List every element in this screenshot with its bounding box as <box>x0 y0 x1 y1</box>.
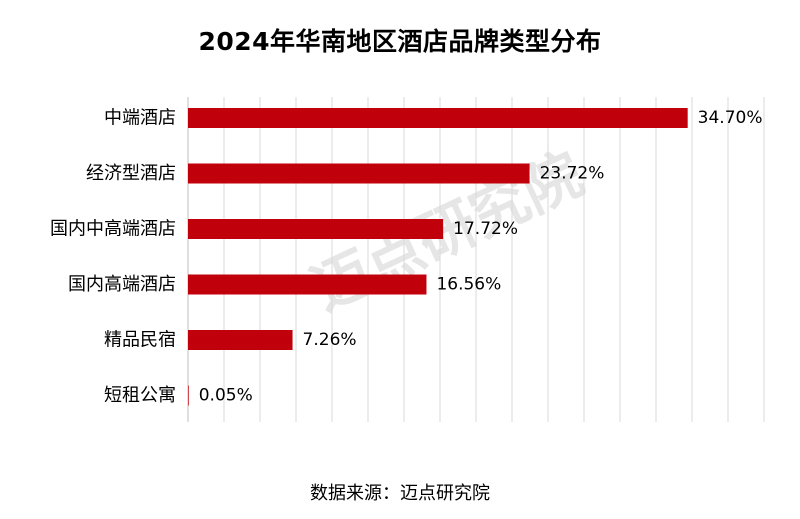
value-label: 7.26% <box>303 330 357 350</box>
bar <box>188 385 189 406</box>
category-label: 精品民宿 <box>104 330 176 351</box>
value-label: 34.70% <box>698 108 763 128</box>
value-label: 23.72% <box>540 164 605 184</box>
category-label: 经济型酒店 <box>86 163 176 184</box>
gridlines <box>187 97 765 422</box>
category-label: 国内高端酒店 <box>68 274 176 295</box>
value-labels: 34.70% 23.72% 17.72% 16.56% 7.26% 0.05% <box>199 108 763 406</box>
bar <box>188 219 444 239</box>
value-label: 16.56% <box>436 275 501 295</box>
category-label: 中端酒店 <box>104 108 176 129</box>
bar <box>188 163 530 184</box>
value-label: 0.05% <box>199 386 253 406</box>
bar <box>188 330 293 350</box>
chart-title: 2024年华南地区酒店品牌类型分布 <box>198 27 602 56</box>
category-label: 短租公寓 <box>104 385 176 406</box>
bar <box>188 274 427 295</box>
source-note: 数据来源：迈点研究院 <box>310 483 490 504</box>
value-label: 17.72% <box>453 219 518 239</box>
bars <box>188 108 688 406</box>
bar <box>188 108 688 128</box>
category-label: 国内中高端酒店 <box>50 219 176 240</box>
